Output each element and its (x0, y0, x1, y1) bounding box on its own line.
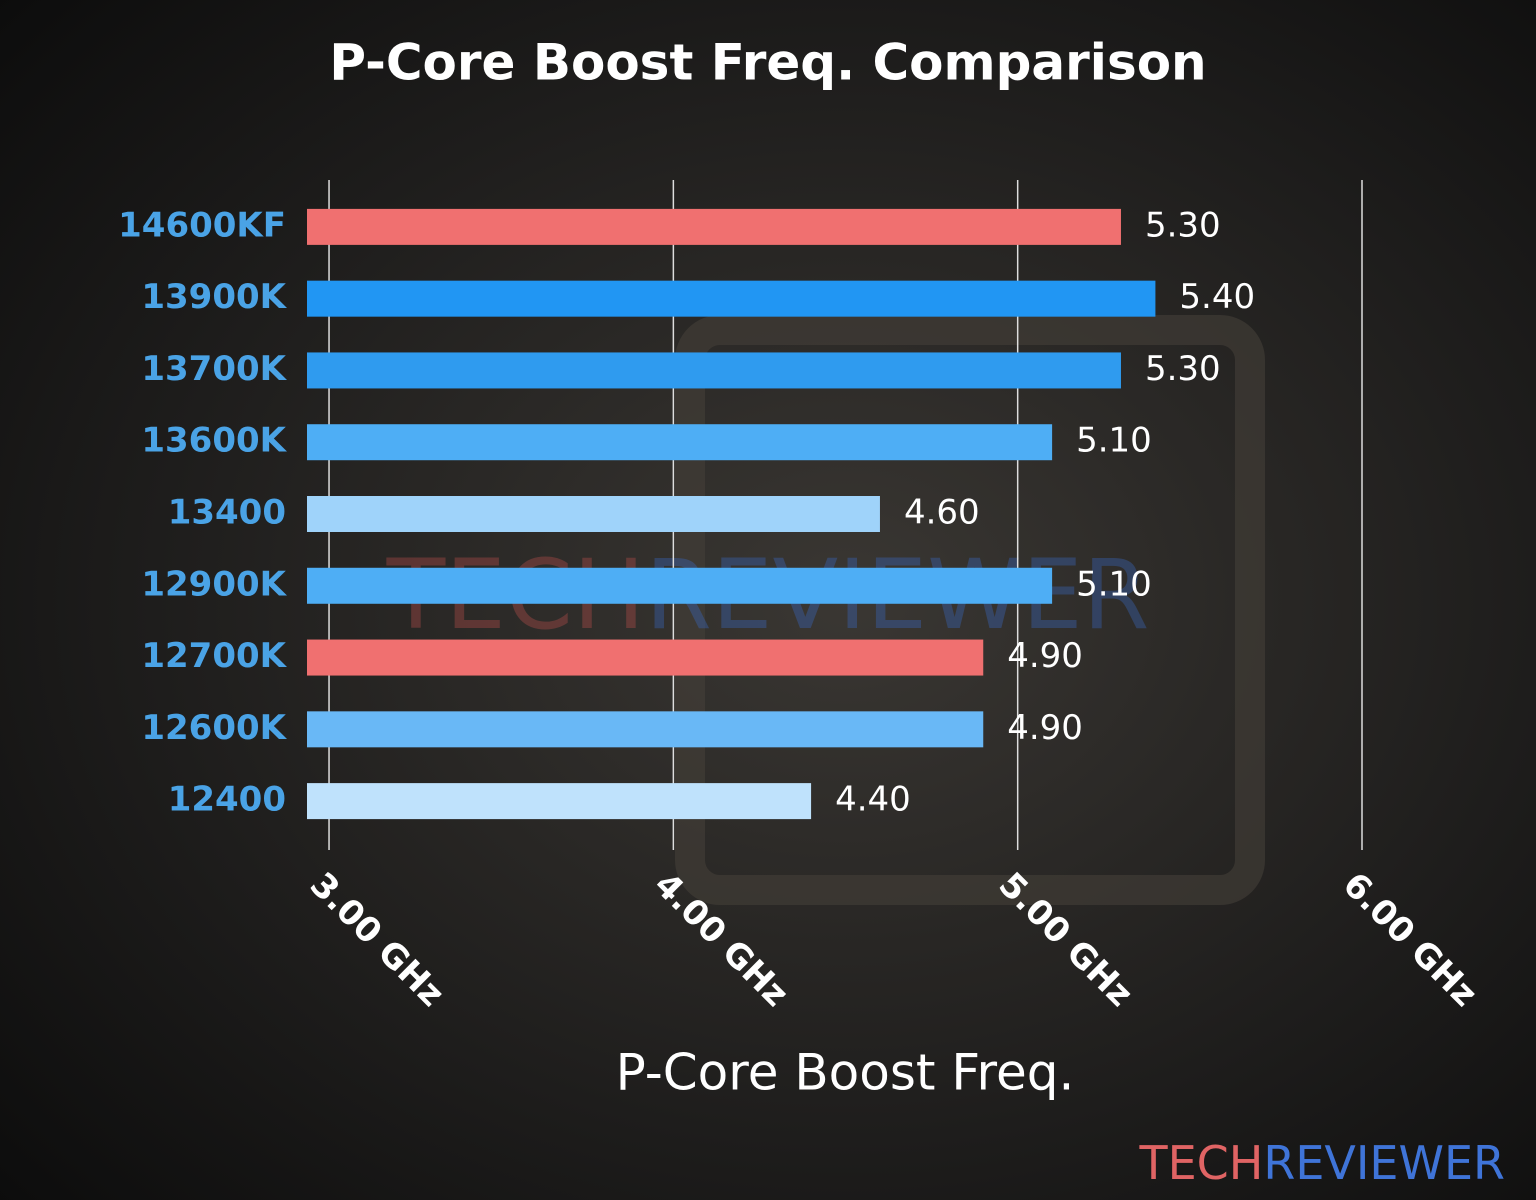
value-label: 5.30 (1145, 349, 1221, 389)
value-label: 4.40 (835, 780, 911, 820)
y-tick-label: 14600KF (118, 205, 286, 245)
bar (307, 711, 984, 748)
value-label: 5.40 (1179, 277, 1255, 317)
background-socket (675, 315, 1265, 905)
y-tick-label: 12900K (141, 564, 287, 604)
bar (307, 496, 880, 532)
bar (307, 424, 1053, 461)
watermark: TECHREVIEWER (1138, 1136, 1505, 1190)
value-label: 5.10 (1076, 564, 1152, 604)
x-axis-label: P-Core Boost Freq. (616, 1044, 1075, 1102)
bar (307, 208, 1121, 245)
value-label: 4.90 (1007, 636, 1083, 676)
bar (307, 639, 984, 676)
value-label: 5.10 (1076, 421, 1152, 461)
y-tick-label: 13600K (141, 421, 287, 461)
bar (307, 567, 1053, 604)
value-label: 4.90 (1007, 708, 1083, 748)
chart-title: P-Core Boost Freq. Comparison (329, 34, 1206, 92)
y-tick-label: 12600K (141, 708, 287, 748)
y-tick-label: 13400 (168, 493, 286, 533)
watermark-part: REVIEWER (1263, 1136, 1505, 1190)
value-label: 4.60 (904, 493, 980, 533)
value-label: 5.30 (1145, 205, 1221, 245)
bar (307, 280, 1156, 317)
y-tick-label: 13700K (141, 349, 287, 389)
watermark-part: TECH (1138, 1136, 1263, 1190)
y-tick-label: 12400 (168, 780, 286, 820)
y-tick-label: 12700K (141, 636, 287, 676)
bar (307, 783, 812, 820)
bar (307, 352, 1121, 389)
y-tick-label: 13900K (141, 277, 287, 317)
